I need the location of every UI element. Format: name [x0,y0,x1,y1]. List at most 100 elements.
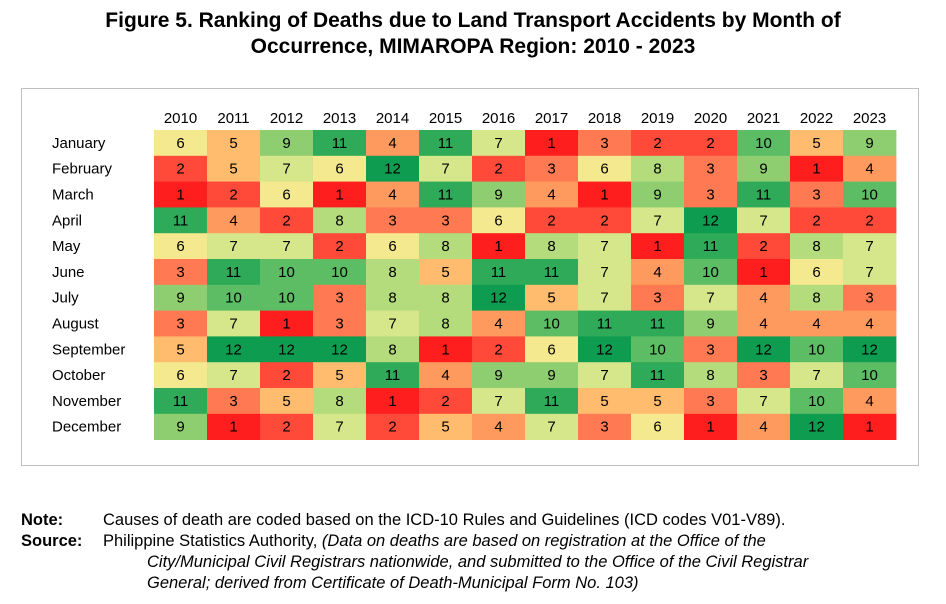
heat-cell [207,130,261,157]
heat-cell [366,207,420,234]
heat-cell [737,362,791,389]
heat-cell [154,413,208,440]
heat-cell [843,259,897,286]
heat-cell [843,284,897,311]
cell-value: 7 [335,419,343,436]
month-label-may: May [52,238,81,255]
heat-cell [631,362,685,389]
cell-value: 6 [335,161,343,178]
cell-value: 10 [278,290,295,307]
cell-value: 3 [547,161,555,178]
chart-frame: 2010 2011 2012 2013 2014 2015 2016 2017 2018 2019… [21,88,919,466]
heat-cell [525,233,579,260]
heat-cell [260,259,314,286]
heat-cell [525,388,579,415]
cell-value: 9 [759,161,767,178]
heat-cell [366,362,420,389]
heat-cell [578,388,632,415]
cell-value: 2 [494,341,502,358]
heat-cell [578,336,632,363]
heat-cell [366,155,420,182]
heat-cell [154,259,208,286]
heat-cell [790,207,844,234]
heat-cell [684,233,738,260]
heat-cell [525,181,579,208]
heat-cell [260,388,314,415]
cell-value: 1 [865,419,873,436]
cell-value: 11 [756,187,772,204]
heat-cell [843,310,897,337]
cell-value: 7 [494,393,502,410]
heat-cell [419,155,473,182]
cell-value: 7 [282,238,290,255]
month-label-april: April [52,212,82,229]
heat-cell [366,284,420,311]
heat-cell [154,284,208,311]
heat-cell [578,284,632,311]
heat-cell [684,284,738,311]
heat-cell [419,310,473,337]
cell-value: 4 [865,393,873,410]
heat-cell [472,336,526,363]
heat-cell [419,413,473,440]
cell-value: 2 [441,393,449,410]
cell-value: 7 [865,238,873,255]
cell-value: 9 [865,135,873,152]
heat-cell [790,413,844,440]
cell-value: 3 [706,161,714,178]
heat-cell [260,413,314,440]
heat-cell [260,181,314,208]
heat-cell [578,362,632,389]
heat-cell [790,155,844,182]
heat-cell [684,336,738,363]
cell-value: 10 [808,341,825,358]
cell-value: 12 [596,341,613,358]
cell-value: 3 [176,264,184,281]
cell-value: 12 [702,212,719,229]
cell-value: 2 [547,212,555,229]
heat-cell [419,388,473,415]
source-detail-3: General; derived from Certificate of Dea… [147,574,639,592]
heat-cell [207,284,261,311]
heat-cell [843,413,897,440]
cell-value: 10 [861,187,878,204]
cell-value: 12 [861,341,878,358]
cell-value: 9 [653,187,661,204]
heat-cell [472,181,526,208]
cell-value: 7 [229,316,237,333]
cell-value: 3 [706,393,714,410]
cell-value: 6 [388,238,396,255]
cell-value: 8 [335,393,343,410]
heat-cell [207,310,261,337]
heat-cell [737,388,791,415]
cell-value: 3 [176,316,184,333]
cell-value: 8 [706,367,714,384]
cell-value: 7 [229,367,237,384]
cell-value: 3 [335,290,343,307]
heat-cell [366,310,420,337]
cell-value: 9 [176,419,184,436]
cell-value: 8 [388,290,396,307]
month-label-february: February [52,161,113,178]
month-label-september: September [52,341,125,358]
heat-cell [472,130,526,157]
cell-value: 11 [650,367,666,384]
cell-value: 1 [812,161,820,178]
heat-cell [525,207,579,234]
heat-cell [737,207,791,234]
cell-value: 2 [388,419,396,436]
cell-value: 3 [865,290,873,307]
cell-value: 10 [278,264,295,281]
cell-value: 1 [706,419,714,436]
cell-value: 10 [543,316,560,333]
cell-value: 10 [649,341,666,358]
heat-cell [578,310,632,337]
cell-value: 2 [812,212,820,229]
heat-cell [260,233,314,260]
heat-cell [578,259,632,286]
heat-cell [154,388,208,415]
cell-value: 9 [706,316,714,333]
cell-value: 5 [600,393,608,410]
year-header-2014: 2014 [376,110,409,127]
month-label-november: November [52,393,121,410]
